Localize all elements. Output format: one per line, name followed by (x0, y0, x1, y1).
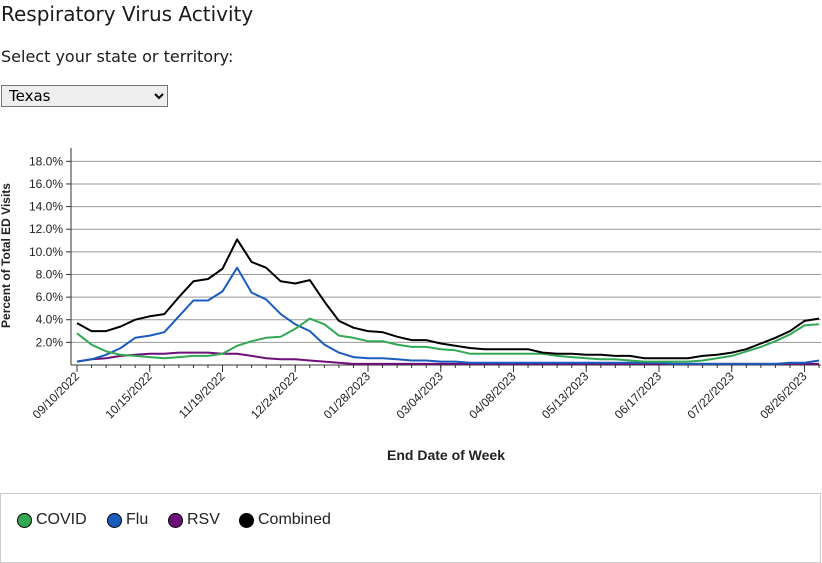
legend-item-covid[interactable]: COVID (17, 511, 87, 529)
x-tick-label: 09/10/2022 (30, 369, 83, 422)
series-line-covid (76, 317, 820, 363)
y-tick-label: 10.0% (29, 245, 63, 259)
x-tick-label: 04/08/2023 (466, 369, 519, 422)
y-tick-label: 14.0% (29, 200, 63, 214)
x-tick-label: 06/17/2023 (612, 369, 665, 422)
legend-swatch-covid (17, 512, 32, 528)
series-line-flu (76, 266, 820, 365)
legend-label: Combined (258, 511, 331, 528)
y-tick-label: 2.0% (36, 335, 64, 349)
legend-label: COVID (36, 511, 87, 528)
y-tick-label: 18.0% (29, 154, 63, 168)
x-tick-label: 12/24/2022 (248, 369, 301, 422)
x-tick-label: 07/22/2023 (685, 369, 738, 422)
y-tick-label: 6.0% (36, 290, 64, 304)
x-tick-label: 03/04/2023 (394, 369, 447, 422)
state-select-label: Select your state or territory: (1, 47, 234, 66)
legend-swatch-flu (107, 512, 122, 528)
page-title: Respiratory Virus Activity (1, 2, 254, 26)
legend-label: Flu (126, 511, 149, 528)
legend-item-combined[interactable]: Combined (239, 511, 331, 529)
legend-swatch-combined (239, 512, 254, 528)
line-chart: 2.0% 4.0% 6.0% 8.0% 10.0% 12.0% 14.0% 16.0% 18.0… (0, 148, 821, 463)
y-tick-label: 12.0% (29, 222, 63, 236)
legend-item-rsv[interactable]: RSV (168, 511, 220, 529)
chart-legend: COVID Flu RSV Combined (0, 493, 821, 563)
legend-swatch-rsv (168, 512, 183, 528)
y-tick-label: 8.0% (36, 267, 64, 281)
x-tick-label: 05/13/2023 (539, 369, 592, 422)
x-tick-label: 10/15/2022 (103, 369, 156, 422)
series-line-combined (76, 238, 820, 360)
y-tick-label: 16.0% (29, 177, 63, 191)
y-axis-label: Percent of Total ED Visits (0, 183, 13, 328)
legend-label: RSV (187, 511, 220, 528)
x-axis-label: End Date of Week (387, 447, 505, 463)
x-tick-label: 08/26/2023 (757, 369, 810, 422)
x-tick-label: 11/19/2022 (176, 369, 228, 421)
state-select[interactable]: Texas (1, 85, 168, 107)
x-tick-label: 01/28/2023 (321, 369, 374, 422)
legend-item-flu[interactable]: Flu (107, 511, 148, 529)
y-tick-label: 4.0% (36, 313, 64, 327)
